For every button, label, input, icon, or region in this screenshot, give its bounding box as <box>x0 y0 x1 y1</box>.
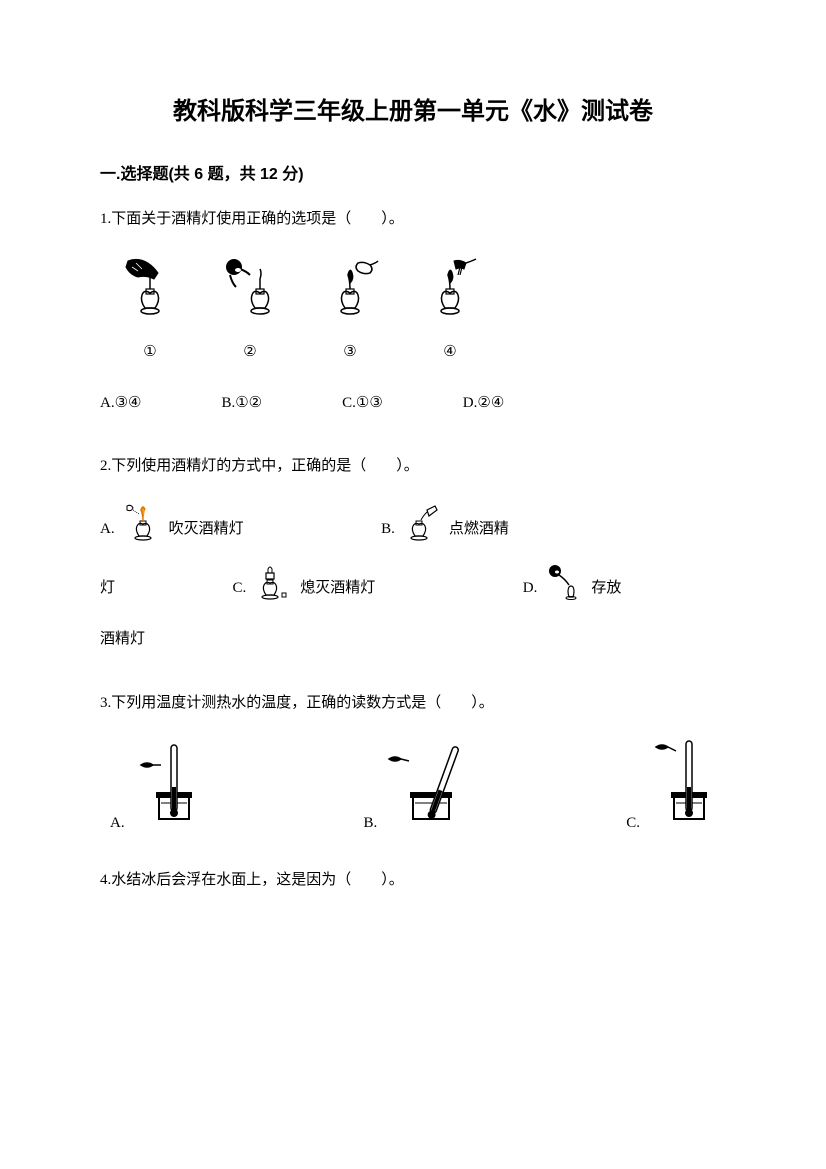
q2-b-prefix: B. <box>381 508 395 550</box>
q1-option-a: A.③④ <box>100 390 141 417</box>
question-4: 4.水结冰后会浮在水面上，这是因为（ ）。 <box>100 867 726 894</box>
question-3: 3.下列用温度计测热水的温度，正确的读数方式是（ ）。 A. B. <box>100 690 726 837</box>
page-title: 教科版科学三年级上册第一单元《水》测试卷 <box>100 90 726 133</box>
q1-option-c: C.①③ <box>342 390 383 417</box>
q1-label-3: ③ <box>320 339 380 366</box>
lamp-person-blow-icon <box>220 253 280 333</box>
lamp-hand-cap-icon <box>420 253 480 333</box>
q1-option-b: B.①② <box>221 390 262 417</box>
q4-text: 4.水结冰后会浮在水面上，这是因为（ ）。 <box>100 867 726 894</box>
q2-line3: 酒精灯 <box>100 631 145 647</box>
q2-a-text: 吹灭酒精灯 <box>169 508 244 550</box>
q1-text: 1.下面关于酒精灯使用正确的选项是（ ）。 <box>100 206 726 233</box>
q3-c-label: C. <box>626 810 640 837</box>
q3-text: 3.下列用温度计测热水的温度，正确的读数方式是（ ）。 <box>100 690 726 717</box>
lamp-extinguish-small-icon <box>252 559 294 618</box>
q2-line2-start: 灯 <box>100 580 115 596</box>
q3-b-label: B. <box>364 810 378 837</box>
thermometer-tilted-icon <box>383 737 463 837</box>
q2-c-prefix: C. <box>233 567 247 609</box>
lamp-hand-cloth-icon <box>120 253 180 333</box>
q1-label-1: ① <box>120 339 180 366</box>
q2-option-b: B. 点燃酒精 <box>381 500 509 559</box>
q2-option-a: A. 吹灭酒精灯 <box>100 500 244 559</box>
thermometer-high-eye-icon <box>646 737 716 837</box>
q2-option-d: D. 存放 <box>523 559 622 618</box>
thermometer-level-icon <box>131 737 201 837</box>
q2-text: 2.下列使用酒精灯的方式中，正确的是（ ）。 <box>100 453 726 480</box>
q3-a-label: A. <box>110 810 125 837</box>
lamp-light-small-icon <box>401 500 443 559</box>
q2-d-prefix: D. <box>523 567 538 609</box>
q2-a-prefix: A. <box>100 508 115 550</box>
q2-c-text: 熄灭酒精灯 <box>300 567 375 609</box>
q1-option-d: D.②④ <box>463 390 504 417</box>
q2-b-text: 点燃酒精 <box>449 508 509 550</box>
question-2: 2.下列使用酒精灯的方式中，正确的是（ ）。 A. 吹灭酒精灯 B. <box>100 453 726 660</box>
lamp-store-small-icon <box>543 559 585 618</box>
q1-label-2: ② <box>220 339 280 366</box>
lamp-blow-small-icon <box>121 500 163 559</box>
q1-options: A.③④ B.①② C.①③ D.②④ <box>100 390 726 417</box>
lamp-hand-near-flame-icon <box>320 253 380 333</box>
q1-label-4: ④ <box>420 339 480 366</box>
q2-option-c: C. 熄灭酒精灯 <box>233 559 376 618</box>
section-header: 一.选择题(共 6 题，共 12 分) <box>100 161 726 190</box>
q1-images: ① ② <box>120 253 726 366</box>
q3-images: A. B. <box>110 737 716 837</box>
question-1: 1.下面关于酒精灯使用正确的选项是（ ）。 ① <box>100 206 726 417</box>
q2-d-text: 存放 <box>591 567 621 609</box>
